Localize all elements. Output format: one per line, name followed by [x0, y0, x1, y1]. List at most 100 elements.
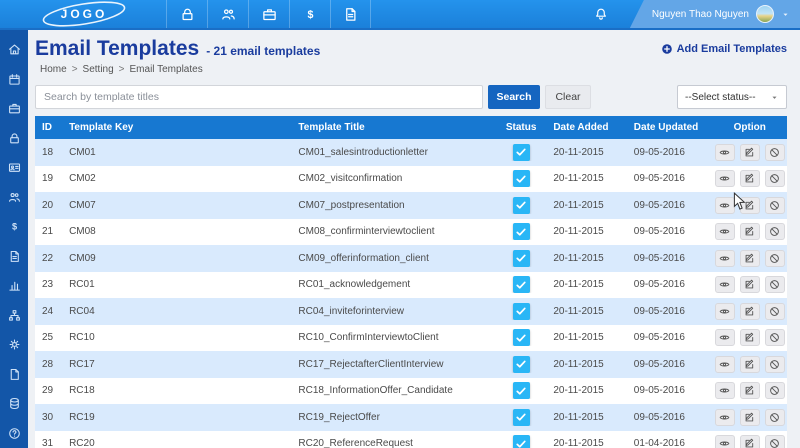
- edit-button[interactable]: [739, 302, 760, 320]
- status-checkbox[interactable]: [512, 329, 530, 347]
- sidebar-item-file[interactable]: [0, 360, 28, 390]
- sidebar-item-lock[interactable]: [0, 124, 28, 154]
- user-menu[interactable]: Nguyen Thao Nguyen: [629, 0, 800, 28]
- disable-button[interactable]: [764, 223, 785, 241]
- view-button[interactable]: [714, 382, 735, 400]
- topnav-briefcase-button[interactable]: [248, 0, 289, 28]
- disable-button[interactable]: [764, 249, 785, 267]
- view-button[interactable]: [714, 302, 735, 320]
- edit-button[interactable]: [739, 435, 760, 448]
- edit-button[interactable]: [739, 355, 760, 373]
- view-button[interactable]: [714, 435, 735, 448]
- view-button[interactable]: [714, 329, 735, 347]
- clear-button[interactable]: Clear: [545, 85, 591, 109]
- view-button[interactable]: [714, 196, 735, 214]
- edit-button[interactable]: [739, 276, 760, 294]
- view-button[interactable]: [714, 276, 735, 294]
- row-id: 18: [42, 146, 54, 158]
- status-checkbox[interactable]: [512, 382, 530, 400]
- row-id: 22: [42, 252, 54, 264]
- topbar-nav: $: [166, 0, 371, 28]
- row-status: [496, 223, 546, 241]
- topnav-lock-button[interactable]: [166, 0, 207, 28]
- disable-button[interactable]: [764, 382, 785, 400]
- check-icon: [515, 199, 527, 211]
- topnav-dollar-button[interactable]: $: [289, 0, 330, 28]
- edit-button[interactable]: [739, 382, 760, 400]
- breadcrumb-home[interactable]: Home: [40, 64, 67, 75]
- status-checkbox[interactable]: [512, 276, 530, 294]
- notifications-button[interactable]: [594, 0, 608, 28]
- breadcrumb-setting[interactable]: Setting: [82, 64, 114, 75]
- status-checkbox[interactable]: [512, 435, 530, 448]
- status-checkbox[interactable]: [512, 223, 530, 241]
- add-email-templates-button[interactable]: Add Email Templates: [661, 43, 787, 55]
- disable-button[interactable]: [764, 435, 785, 448]
- status-checkbox[interactable]: [512, 408, 530, 426]
- edit-button[interactable]: [739, 329, 760, 347]
- sidebar-item-gears[interactable]: [0, 330, 28, 360]
- disable-button[interactable]: [764, 302, 785, 320]
- view-button[interactable]: [714, 355, 735, 373]
- sidebar-item-bar-chart[interactable]: [0, 271, 28, 301]
- view-button[interactable]: [714, 223, 735, 241]
- edit-button[interactable]: [739, 408, 760, 426]
- row-template-key: RC19: [69, 411, 95, 423]
- edit-button[interactable]: [739, 249, 760, 267]
- topnav-users-button[interactable]: [207, 0, 248, 28]
- row-template-title: CM07_postpresentation: [298, 199, 405, 211]
- view-button[interactable]: [714, 249, 735, 267]
- row-date-added: 20-11-2015: [553, 411, 604, 423]
- topnav-file-text-button[interactable]: [330, 0, 371, 28]
- view-button[interactable]: [714, 170, 735, 188]
- column-header-date-added: Date Added: [553, 122, 609, 133]
- ban-icon: [769, 306, 780, 317]
- eye-icon: [719, 332, 730, 343]
- sidebar-item-calendar[interactable]: [0, 65, 28, 95]
- disable-button[interactable]: [764, 196, 785, 214]
- edit-icon: [744, 253, 755, 264]
- disable-button[interactable]: [764, 408, 785, 426]
- status-checkbox[interactable]: [512, 302, 530, 320]
- disable-button[interactable]: [764, 143, 785, 161]
- disable-button[interactable]: [764, 355, 785, 373]
- sidebar-item-database[interactable]: [0, 389, 28, 419]
- search-input[interactable]: [35, 85, 483, 109]
- breadcrumb-separator: >: [118, 64, 125, 75]
- svg-text:$: $: [11, 222, 16, 232]
- search-button[interactable]: Search: [488, 85, 540, 109]
- view-button[interactable]: [714, 408, 735, 426]
- edit-button[interactable]: [739, 143, 760, 161]
- sidebar-item-sitemap[interactable]: [0, 301, 28, 331]
- sidebar-item-home[interactable]: [0, 35, 28, 65]
- row-id: 30: [42, 411, 54, 423]
- status-checkbox[interactable]: [512, 143, 530, 161]
- sidebar-item-file-text[interactable]: [0, 242, 28, 272]
- view-button[interactable]: [714, 143, 735, 161]
- sidebar-item-users[interactable]: [0, 183, 28, 213]
- sidebar-item-id-card[interactable]: [0, 153, 28, 183]
- lock-icon: [8, 132, 21, 145]
- row-status: [496, 196, 546, 214]
- table-row: 25 RC10 RC10_ConfirmInterviewtoClient 20-11…: [35, 324, 787, 351]
- row-template-key: RC18: [69, 385, 95, 397]
- disable-button[interactable]: [764, 170, 785, 188]
- sidebar-item-dollar[interactable]: $: [0, 212, 28, 242]
- sidebar-item-help[interactable]: [0, 419, 28, 448]
- disable-button[interactable]: [764, 276, 785, 294]
- status-select[interactable]: --Select status--: [677, 85, 787, 109]
- status-checkbox[interactable]: [512, 355, 530, 373]
- edit-button[interactable]: [739, 223, 760, 241]
- status-checkbox[interactable]: [512, 196, 530, 214]
- edit-button[interactable]: [739, 196, 760, 214]
- sidebar-item-briefcase[interactable]: [0, 94, 28, 124]
- ban-icon: [769, 226, 780, 237]
- edit-button[interactable]: [739, 170, 760, 188]
- status-checkbox[interactable]: [512, 249, 530, 267]
- app-logo[interactable]: JOGO: [28, 0, 140, 28]
- eye-icon: [719, 279, 730, 290]
- status-checkbox[interactable]: [512, 170, 530, 188]
- row-options: [713, 143, 787, 161]
- disable-button[interactable]: [764, 329, 785, 347]
- row-template-key: RC17: [69, 358, 95, 370]
